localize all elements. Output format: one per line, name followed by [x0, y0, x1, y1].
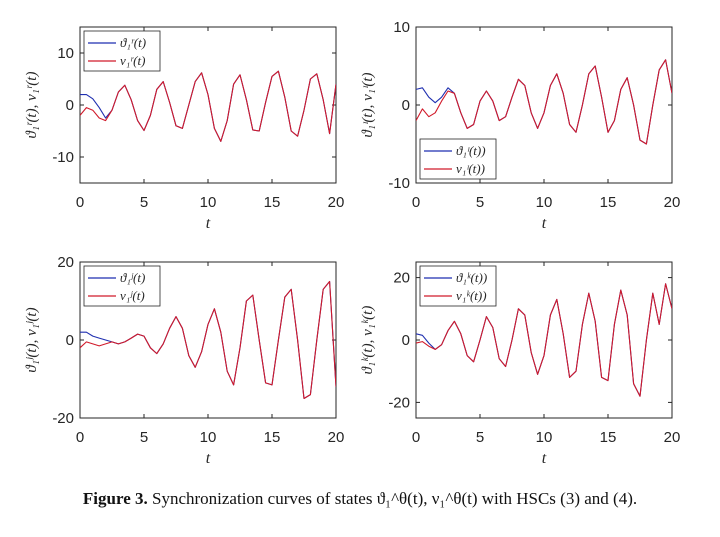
- y-tick-label: -20: [388, 394, 410, 411]
- series-line-slave: [80, 280, 336, 400]
- y-tick-label: -10: [52, 149, 74, 166]
- x-tick-label: 15: [264, 429, 281, 446]
- x-tick-label: 10: [200, 429, 217, 446]
- legend-entry: ϑ₁ʲ(t): [120, 270, 145, 285]
- x-tick-label: 5: [140, 194, 148, 211]
- series-line-slave: [416, 283, 672, 397]
- chart-kappa: 0 5 10 15 20 20 0 -20 t ϑ₁ᵏ(t), ν₁ᵏ(t) ϑ₁ᵏ(t)) ν₁ᵏ(…: [360, 261, 681, 467]
- y-axis-label: ϑ₁ᵏ(t), ν₁ᵏ(t): [360, 306, 376, 375]
- legend-box: [419, 138, 497, 180]
- x-tick-label: 0: [412, 429, 420, 446]
- legend: ϑ₁ʳ(t) ν₁ʳ(t): [83, 30, 161, 72]
- x-tick-label: 20: [328, 429, 345, 446]
- y-tick-label: 0: [402, 332, 410, 349]
- series-line-master: [80, 70, 336, 142]
- x-tick-label: 15: [600, 429, 617, 446]
- x-tick-label: 20: [664, 194, 681, 211]
- legend-entry: ϑ₁ʳ(t): [120, 35, 146, 50]
- y-axis-label: ϑ₁ᶦ(t), ν₁ᶦ(t): [360, 72, 376, 137]
- x-axis-label: t: [206, 450, 211, 467]
- legend: ϑ₁ᶦ(t)) ν₁ᶦ(t)): [419, 138, 497, 180]
- legend-entry: ϑ₁ᶦ(t)): [456, 143, 486, 158]
- caption-label: Figure 3.: [82, 489, 148, 508]
- y-tick-label: 20: [393, 270, 410, 287]
- legend-box: [83, 30, 161, 72]
- x-tick-label: 0: [76, 194, 84, 211]
- x-tick-label: 20: [664, 429, 681, 446]
- legend-entry: ν₁ᶦ(t)): [456, 161, 485, 176]
- y-tick-label: 10: [393, 19, 410, 36]
- x-tick-label: 10: [536, 429, 553, 446]
- caption-text: Synchronization curves of states ϑ₁^θ(t)…: [152, 489, 638, 508]
- x-tick-label: 5: [140, 429, 148, 446]
- x-axis-label: t: [542, 215, 547, 232]
- x-tick-label: 10: [200, 194, 217, 211]
- y-tick-label: 10: [57, 45, 74, 62]
- x-tick-label: 0: [412, 194, 420, 211]
- series-line-master: [416, 59, 672, 145]
- y-axis-label: ϑ₁ʳ(t), ν₁ʳ(t): [24, 72, 40, 139]
- figure-caption: Figure 3. Synchronization curves of stat…: [0, 489, 720, 509]
- y-tick-label: 0: [66, 332, 74, 349]
- y-tick-label: 0: [66, 97, 74, 114]
- x-tick-label: 10: [536, 194, 553, 211]
- x-tick-label: 5: [476, 194, 484, 211]
- x-axis-label: t: [542, 450, 547, 467]
- y-tick-label: 20: [57, 254, 74, 271]
- series-line-slave: [416, 59, 672, 145]
- x-tick-label: 15: [600, 194, 617, 211]
- y-axis-label: ϑ₁ʲ(t), ν₁ʲ(t): [24, 307, 40, 372]
- legend-box: [83, 265, 161, 307]
- y-tick-label: 0: [402, 97, 410, 114]
- legend: ϑ₁ʲ(t) ν₁ʲ(t): [83, 265, 161, 307]
- legend-entry: ν₁ᵏ(t)): [456, 288, 487, 303]
- series-line-slave: [80, 70, 336, 142]
- legend-entry: ϑ₁ᵏ(t)): [456, 270, 487, 285]
- x-tick-label: 0: [76, 429, 84, 446]
- legend: ϑ₁ᵏ(t)) ν₁ᵏ(t)): [419, 265, 497, 307]
- chart-r: 0 5 10 15 20 10 0 -10 t ϑ₁ʳ(t), ν₁ʳ(t) ϑ₁ʳ(t) ν₁ʳ(t…: [24, 26, 345, 232]
- x-tick-label: 20: [328, 194, 345, 211]
- legend-box: [419, 265, 497, 307]
- y-tick-label: -20: [52, 410, 74, 427]
- y-tick-label: -10: [388, 175, 410, 192]
- x-tick-label: 15: [264, 194, 281, 211]
- x-axis-label: t: [206, 215, 211, 232]
- x-tick-label: 5: [476, 429, 484, 446]
- legend-entry: ν₁ʲ(t): [120, 288, 145, 303]
- legend-entry: ν₁ʳ(t): [120, 53, 145, 68]
